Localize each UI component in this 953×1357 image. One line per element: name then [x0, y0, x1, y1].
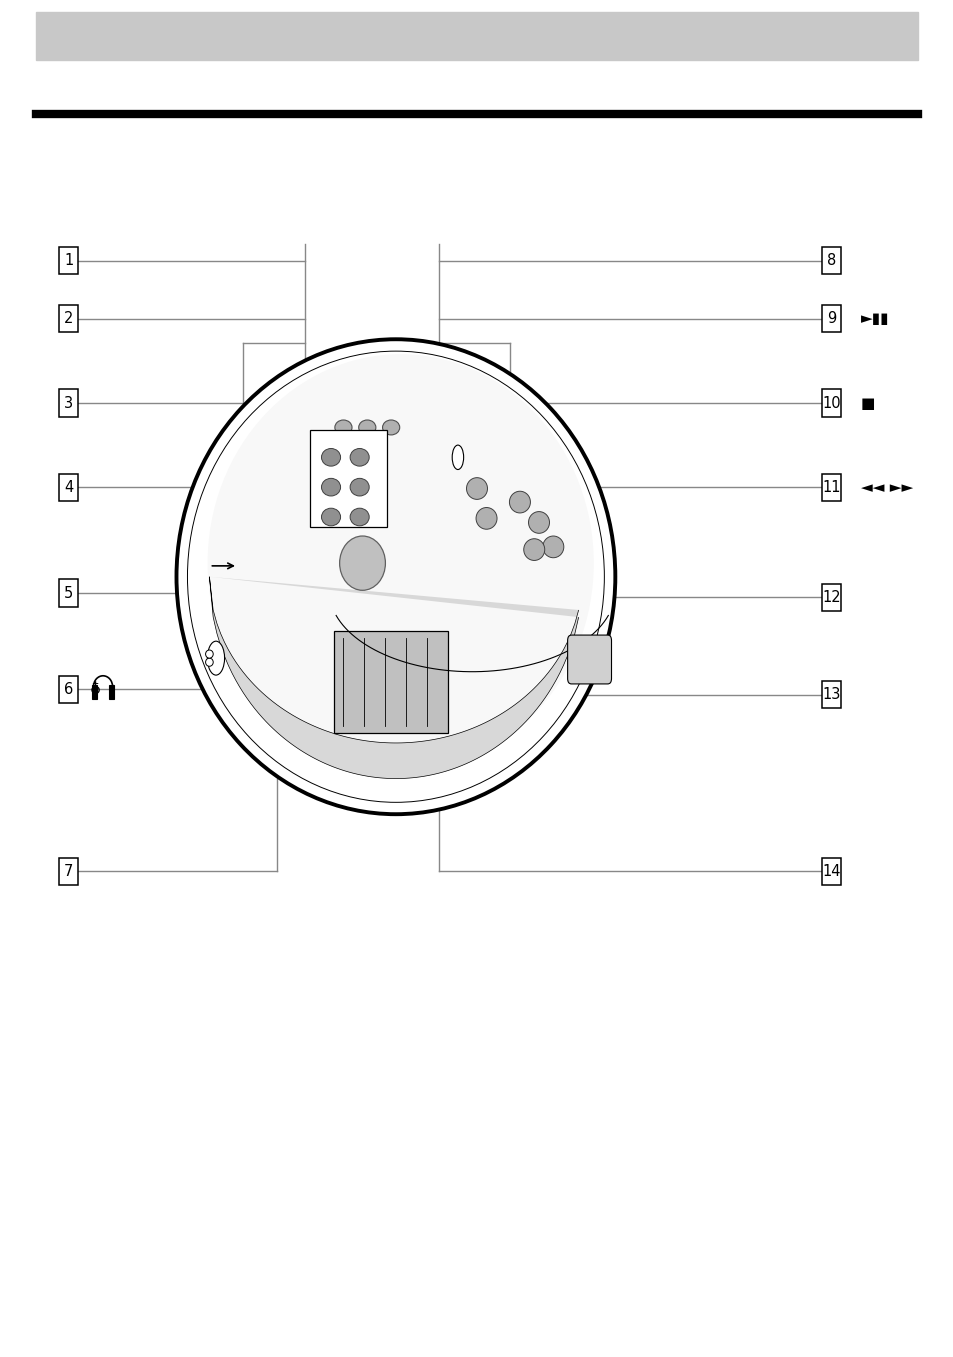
Ellipse shape: [528, 512, 549, 533]
Ellipse shape: [335, 421, 352, 436]
Ellipse shape: [509, 491, 530, 513]
FancyBboxPatch shape: [567, 635, 611, 684]
Text: ♁: ♁: [90, 681, 101, 697]
Bar: [59, 474, 78, 501]
Text: 1: 1: [64, 252, 73, 269]
Text: 5: 5: [64, 585, 73, 601]
Text: 4: 4: [64, 479, 73, 495]
Ellipse shape: [321, 449, 340, 467]
Bar: [59, 858, 78, 885]
Ellipse shape: [358, 421, 375, 436]
Bar: [91, 685, 97, 699]
Bar: [109, 685, 114, 699]
Bar: [821, 305, 841, 332]
Text: 13: 13: [821, 687, 841, 703]
Ellipse shape: [382, 421, 399, 436]
Ellipse shape: [208, 354, 593, 772]
Ellipse shape: [205, 658, 213, 666]
Text: ►▮▮: ►▮▮: [860, 311, 888, 327]
Bar: [59, 676, 78, 703]
Bar: [821, 858, 841, 885]
Text: 12: 12: [821, 589, 841, 605]
Ellipse shape: [207, 642, 224, 676]
Ellipse shape: [452, 445, 463, 470]
Bar: [821, 474, 841, 501]
Ellipse shape: [350, 509, 369, 527]
Text: 2: 2: [64, 311, 73, 327]
Polygon shape: [334, 631, 448, 733]
Bar: [821, 681, 841, 708]
Ellipse shape: [476, 508, 497, 529]
Ellipse shape: [205, 650, 213, 658]
Text: 8: 8: [826, 252, 836, 269]
Ellipse shape: [176, 339, 615, 814]
Bar: [821, 584, 841, 611]
Bar: [59, 305, 78, 332]
Bar: [59, 247, 78, 274]
Text: 14: 14: [821, 863, 841, 879]
FancyBboxPatch shape: [310, 430, 387, 527]
Text: 11: 11: [821, 479, 841, 495]
Ellipse shape: [542, 536, 563, 558]
Text: 3: 3: [64, 395, 73, 411]
Ellipse shape: [187, 351, 604, 802]
Text: 6: 6: [64, 681, 73, 697]
Text: 7: 7: [64, 863, 73, 879]
Ellipse shape: [321, 479, 340, 497]
Text: 10: 10: [821, 395, 841, 411]
Ellipse shape: [339, 536, 385, 590]
Ellipse shape: [523, 539, 544, 560]
Bar: [36, 12, 917, 61]
Bar: [821, 389, 841, 417]
Ellipse shape: [350, 479, 369, 497]
Text: 9: 9: [826, 311, 836, 327]
Ellipse shape: [466, 478, 487, 499]
Bar: [59, 389, 78, 417]
Ellipse shape: [321, 509, 340, 527]
Bar: [821, 247, 841, 274]
Text: ◄◄ ►►: ◄◄ ►►: [860, 479, 912, 495]
Bar: [59, 579, 78, 607]
Text: ■: ■: [860, 395, 874, 411]
Ellipse shape: [350, 449, 369, 467]
